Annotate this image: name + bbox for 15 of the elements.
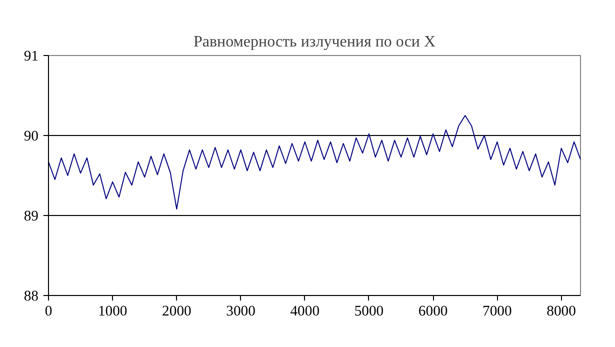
chart-title: Равномерность излучения по оси X bbox=[193, 34, 436, 50]
x-tick-label: 1000 bbox=[98, 304, 128, 320]
y-tick-label: 90 bbox=[24, 128, 38, 144]
x-tick-label: 2000 bbox=[162, 304, 192, 320]
y-tick-label: 89 bbox=[24, 208, 38, 224]
x-tick-label: 0 bbox=[44, 304, 52, 320]
y-tick-label: 88 bbox=[24, 288, 38, 304]
x-tick-label: 7000 bbox=[482, 304, 512, 320]
x-tick-label: 3000 bbox=[226, 304, 256, 320]
x-tick-label: 6000 bbox=[418, 304, 448, 320]
x-tick-label: 5000 bbox=[354, 304, 384, 320]
line-series bbox=[48, 115, 580, 210]
x-tick-label: 4000 bbox=[290, 304, 320, 320]
x-tick-label: 8000 bbox=[546, 304, 576, 320]
y-tick-label: 91 bbox=[24, 48, 38, 64]
